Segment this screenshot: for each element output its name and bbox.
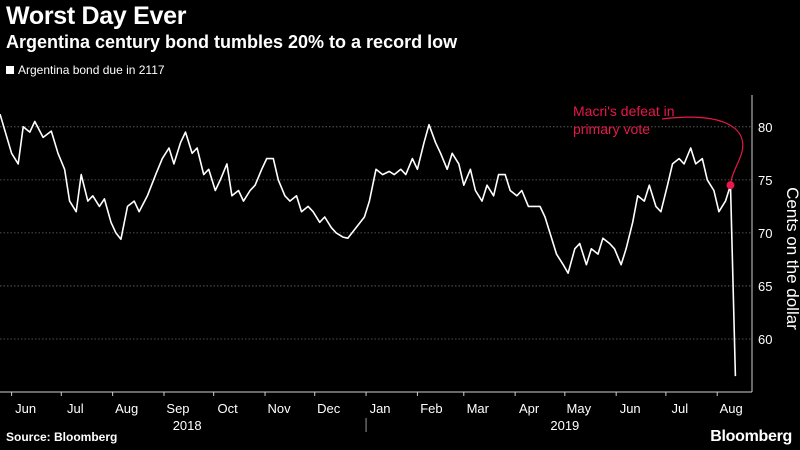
xtick-label-may-11: May [567, 401, 592, 416]
series-line-argentina-bond [0, 113, 737, 377]
xtick-label-feb-8: Feb [420, 401, 442, 416]
xtick-label-aug-2: Aug [115, 401, 138, 416]
xtick-label-nov-5: Nov [267, 401, 291, 416]
ytick-label-75: 75 [758, 173, 772, 188]
legend-label: Argentina bond due in 2117 [18, 63, 165, 77]
xtick-label-aug-14: Aug [720, 401, 743, 416]
annotation-leader [661, 116, 744, 186]
ytick-label-65: 65 [758, 279, 772, 294]
xtick-label-dec-6: Dec [317, 401, 341, 416]
xtick-label-jul-1: Jul [67, 401, 84, 416]
annotation-marker [726, 181, 735, 190]
xtick-label-jun-12: Jun [620, 401, 641, 416]
legend-swatch [6, 66, 14, 74]
year-label-2018: 2018 [173, 418, 202, 433]
chart-title: Worst Day Ever [6, 2, 187, 30]
annotation-layer: Macri's defeat in primary vote [573, 103, 744, 190]
xtick-label-jul-13: Jul [672, 401, 689, 416]
xtick-label-oct-4: Oct [218, 401, 239, 416]
year-label-2019: 2019 [550, 418, 579, 433]
series-layer [0, 113, 737, 377]
annotation-text-line-1: Macri's defeat in [573, 103, 675, 119]
axes: 60 65 70 75 80 Cents on the dollar Jun Jul Aug Se… [0, 95, 800, 433]
grid-lines [0, 126, 752, 340]
xtick-label-sep-3: Sep [166, 401, 189, 416]
ytick-label-60: 60 [758, 332, 772, 347]
brand-logo: Bloomberg [710, 428, 792, 445]
xtick-label-jan-7: Jan [370, 401, 391, 416]
legend: Argentina bond due in 2117 [6, 63, 165, 77]
xtick-label-mar-9: Mar [467, 401, 490, 416]
annotation-text-line-2: primary vote [573, 121, 650, 137]
y-axis-title: Cents on the dollar [783, 187, 800, 330]
xtick-label-jun-0: Jun [15, 401, 36, 416]
chart-subtitle: Argentina century bond tumbles 20% to a … [6, 32, 458, 52]
source-note: Source: Bloomberg [6, 430, 118, 444]
ytick-label-70: 70 [758, 226, 772, 241]
xtick-label-apr-10: Apr [519, 401, 540, 416]
ytick-label-80: 80 [758, 120, 772, 135]
